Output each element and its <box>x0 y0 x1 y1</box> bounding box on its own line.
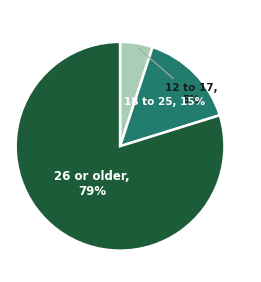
Wedge shape <box>120 47 220 146</box>
Text: 12 to 17,
5%: 12 to 17, 5% <box>138 48 217 105</box>
Wedge shape <box>16 42 224 251</box>
Text: 18 to 25, 15%: 18 to 25, 15% <box>124 97 205 107</box>
Text: 26 or older,
79%: 26 or older, 79% <box>54 170 130 198</box>
Wedge shape <box>120 42 153 146</box>
